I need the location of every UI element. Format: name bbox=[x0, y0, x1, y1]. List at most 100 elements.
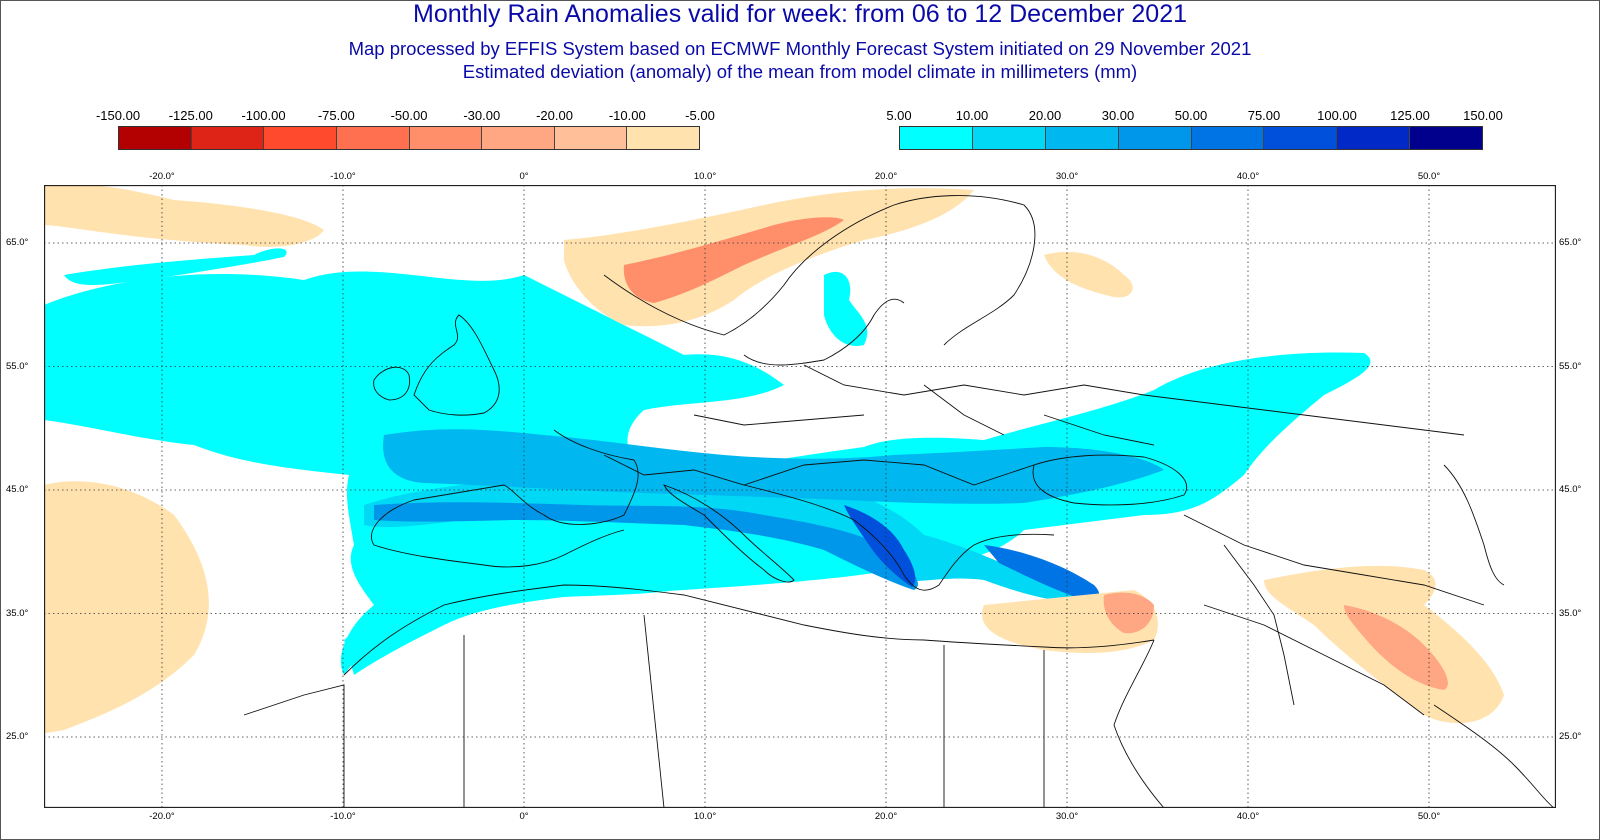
longitude-label-bottom: 40.0° bbox=[1236, 811, 1260, 822]
legend-negative-label: -5.00 bbox=[685, 108, 715, 123]
longitude-label-bottom: 20.0° bbox=[874, 811, 898, 822]
longitude-label-bottom: 50.0° bbox=[1417, 811, 1441, 822]
latitude-label-right: 65.0° bbox=[1559, 237, 1582, 248]
longitude-label-bottom: 10.0° bbox=[693, 811, 717, 822]
anomaly-area-levant-inner bbox=[1103, 592, 1154, 634]
legend-negative-label: -75.00 bbox=[317, 108, 355, 123]
longitude-label-bottom: 30.0° bbox=[1055, 811, 1079, 822]
coastline-balkans bbox=[743, 484, 1055, 591]
legend-negative-labels: -150.00 -125.00 -100.00 -75.00 -50.00 -30.00 -… bbox=[96, 108, 715, 126]
legend-negative-swatch bbox=[119, 127, 192, 149]
anomaly-area-north-africa bbox=[344, 580, 704, 675]
coastline-western-europe bbox=[371, 429, 639, 568]
longitude-label-top: 20.0° bbox=[874, 171, 898, 182]
map-canvas bbox=[44, 185, 1556, 808]
anomaly-area-norway-sea bbox=[64, 248, 287, 285]
coastline-britain bbox=[413, 314, 500, 416]
legend-positive-label: 125.00 bbox=[1390, 108, 1430, 123]
legend-positive-label: 150.00 bbox=[1463, 108, 1503, 123]
coastline-italy bbox=[663, 484, 795, 583]
anomaly-area-adriatic-max bbox=[844, 505, 916, 587]
anomaly-map bbox=[44, 185, 1556, 808]
legend-negative-label: -30.00 bbox=[463, 108, 501, 123]
coastline-caspian bbox=[1443, 464, 1505, 586]
longitude-label-bottom: -10.0° bbox=[330, 811, 356, 822]
longitude-label-bottom: -20.0° bbox=[149, 811, 175, 822]
latitude-label-right: 55.0° bbox=[1559, 360, 1582, 372]
legend-positive-label: 75.00 bbox=[1247, 108, 1281, 123]
legend-positive-swatch bbox=[1191, 127, 1265, 149]
latitude-label-left: 45.0° bbox=[6, 484, 29, 495]
legend-positive-swatch bbox=[1264, 127, 1338, 149]
longitude-label-top: 30.0° bbox=[1055, 171, 1079, 182]
legend-positive-label: 20.00 bbox=[1028, 108, 1062, 123]
legend-positive-label: 100.00 bbox=[1317, 108, 1357, 123]
latitude-label-right: 35.0° bbox=[1559, 607, 1582, 619]
longitude-label-top: 0° bbox=[519, 171, 529, 182]
anomaly-area-russia-north bbox=[1044, 251, 1133, 298]
coastline-baltic bbox=[743, 298, 905, 366]
anomaly-area-atlantic-southwest bbox=[44, 481, 209, 733]
legend-negative-colorbar bbox=[118, 126, 700, 150]
anomaly-area-central-europe bbox=[383, 429, 1164, 504]
legend-positive-labels: 5.00 10.00 20.00 30.00 50.00 75.00 100.00 125.0… bbox=[886, 108, 1503, 126]
coastline-black-sea bbox=[1032, 454, 1187, 506]
legend-negative-swatch bbox=[409, 127, 483, 149]
legend-negative-swatch bbox=[336, 127, 410, 149]
legend-positive-label: 30.00 bbox=[1101, 108, 1135, 123]
coastline-scandinavia bbox=[603, 195, 1036, 346]
coastlines-and-borders bbox=[243, 195, 1555, 808]
latitude-label-right: 45.0° bbox=[1559, 484, 1582, 495]
map-border bbox=[44, 185, 1556, 808]
anomaly-area-scandinavia bbox=[824, 271, 868, 346]
longitude-label-top: -20.0° bbox=[149, 171, 175, 182]
longitude-label-bottom: 0° bbox=[519, 811, 529, 822]
coastline-north-africa bbox=[343, 584, 1155, 676]
legend-positive-swatch bbox=[1118, 127, 1192, 149]
legend-positive-anomalies: 5.00 10.00 20.00 30.00 50.00 75.00 100.00 125.0… bbox=[886, 108, 1503, 150]
longitude-label-top: 10.0° bbox=[693, 171, 717, 182]
coastline-ireland bbox=[373, 366, 411, 401]
anomaly-area-aegean bbox=[984, 545, 1100, 601]
legend-negative-label: -20.00 bbox=[536, 108, 573, 123]
longitude-label-top: 50.0° bbox=[1417, 171, 1441, 182]
border-africa-west bbox=[243, 684, 345, 808]
legend-negative-swatch bbox=[627, 127, 699, 149]
anomaly-area-iraq-inner bbox=[1344, 605, 1448, 690]
border-europe-inner bbox=[603, 364, 1465, 486]
coastline-persian-gulf bbox=[1433, 704, 1555, 808]
coastline-levant-red-sea bbox=[1113, 639, 1165, 808]
map-subtitle-units: Estimated deviation (anomaly) of the mea… bbox=[462, 61, 1138, 82]
legend-negative-label: -100.00 bbox=[241, 108, 286, 123]
latitude-label-left: 35.0° bbox=[6, 607, 29, 619]
legend-negative-swatch bbox=[554, 127, 628, 149]
map-subtitle-processing: Map processed by EFFIS System based on E… bbox=[348, 38, 1252, 59]
positive-anomaly-fields bbox=[44, 248, 1371, 675]
longitude-label-top: 40.0° bbox=[1236, 171, 1260, 182]
map-title: Monthly Rain Anomalies valid for week: f… bbox=[413, 0, 1187, 28]
negative-anomaly-fields bbox=[44, 185, 1504, 733]
legend-negative-label: -50.00 bbox=[390, 108, 428, 123]
legend-negative-anomalies: -150.00 -125.00 -100.00 -75.00 -50.00 -30.00 -… bbox=[96, 108, 715, 150]
latitude-label-left: 65.0° bbox=[6, 237, 29, 248]
legend-negative-swatch bbox=[191, 127, 265, 149]
legend-positive-swatch bbox=[1045, 127, 1119, 149]
legend-negative-label: -150.00 bbox=[95, 108, 141, 123]
legend-positive-label: 50.00 bbox=[1174, 108, 1208, 123]
legend-positive-swatch bbox=[1410, 127, 1482, 149]
latitude-label-right: 25.0° bbox=[1559, 731, 1582, 742]
legend-positive-label: 5.00 bbox=[886, 108, 912, 123]
graticule bbox=[44, 185, 1556, 808]
latitude-label-left: 25.0° bbox=[6, 731, 29, 742]
legend-negative-swatch bbox=[264, 127, 337, 149]
legend-negative-label: -125.00 bbox=[168, 108, 213, 123]
anomaly-area-greenland-iceland bbox=[44, 185, 324, 247]
border-africa-central bbox=[463, 614, 1045, 808]
legend-positive-swatch bbox=[972, 127, 1046, 149]
legend-positive-swatch bbox=[1337, 127, 1411, 149]
legend-negative-swatch bbox=[482, 127, 555, 149]
anomaly-area-norway-inner bbox=[623, 217, 844, 303]
legend-positive-colorbar bbox=[899, 126, 1483, 150]
latitude-label-left: 55.0° bbox=[6, 360, 29, 372]
longitude-label-top: -10.0° bbox=[330, 171, 356, 182]
